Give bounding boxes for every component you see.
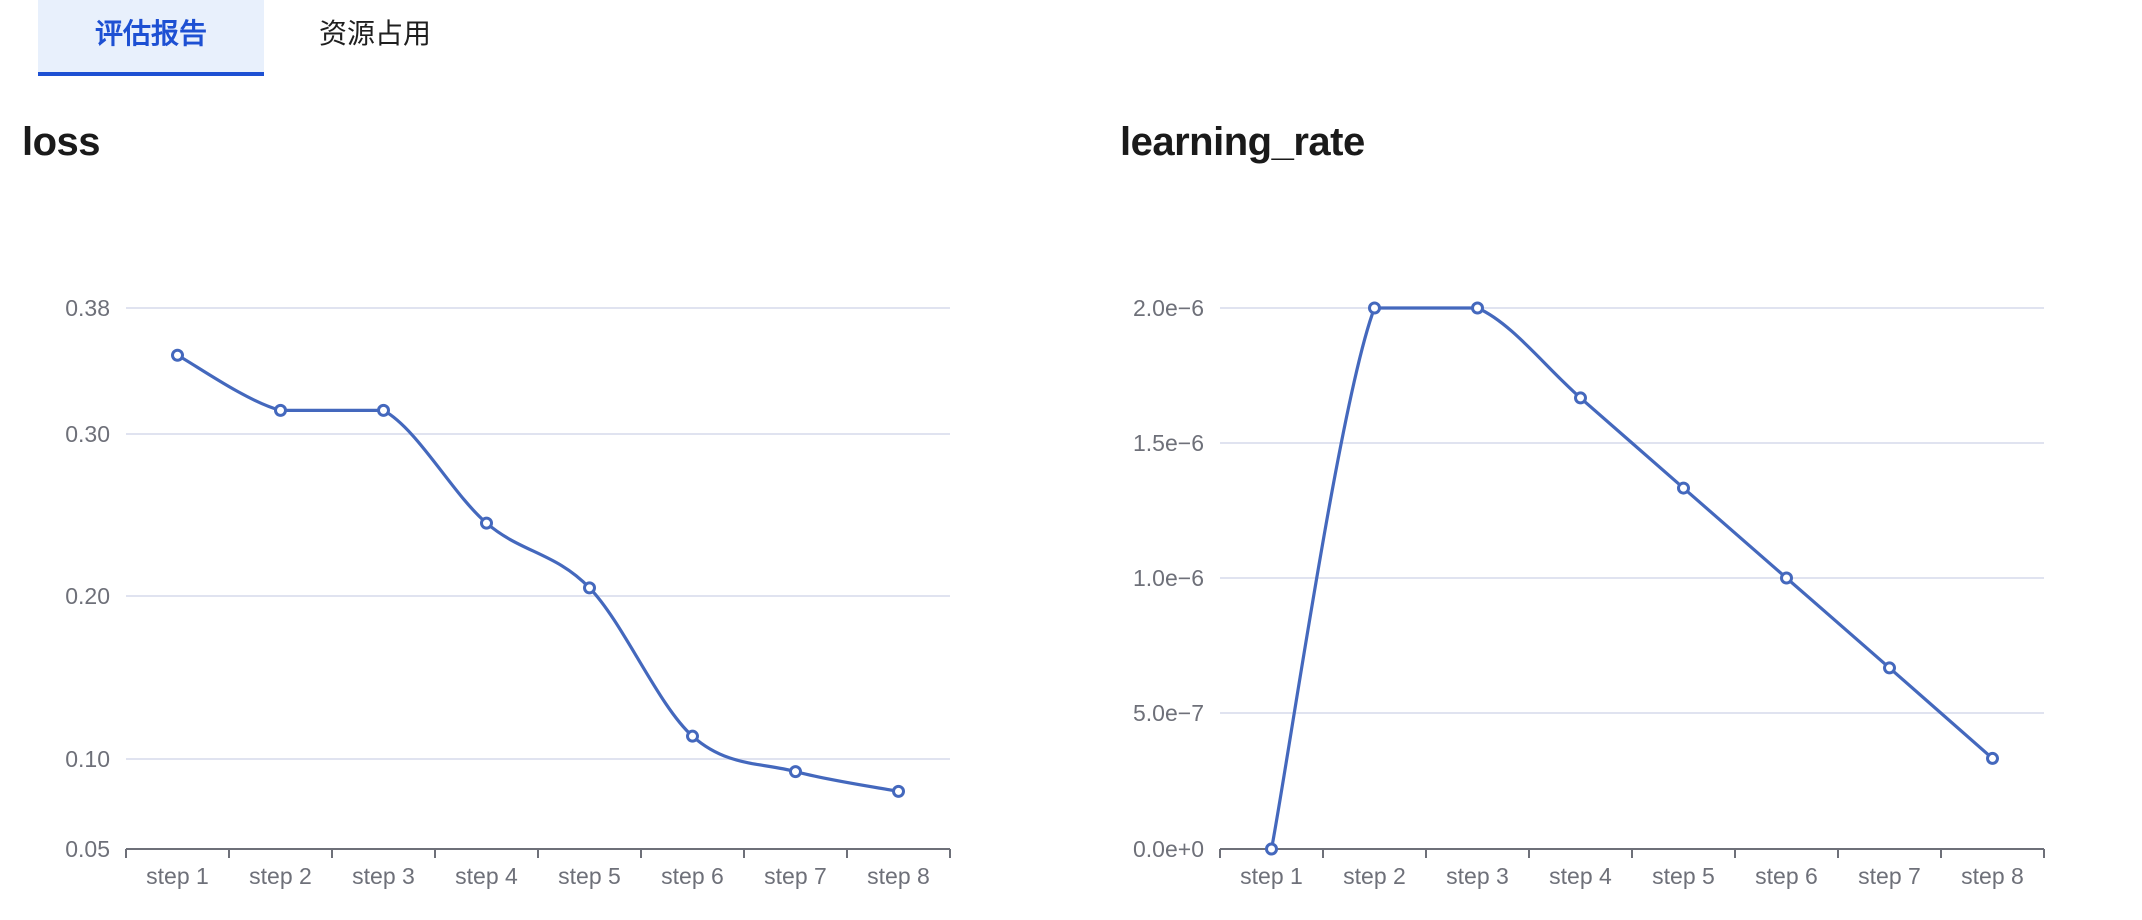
loss-data-point[interactable] bbox=[892, 784, 905, 798]
loss-data-point[interactable] bbox=[377, 403, 390, 417]
loss-x-tick-label: step 1 bbox=[146, 863, 209, 889]
loss-data-point[interactable] bbox=[274, 403, 287, 417]
loss-y-tick-label: 0.10 bbox=[65, 746, 110, 772]
loss-x-tick-label: step 2 bbox=[249, 863, 312, 889]
loss-x-tick-label: step 6 bbox=[661, 863, 724, 889]
loss-data-point[interactable] bbox=[789, 765, 802, 779]
tab-bar: 评估报告 资源占用 bbox=[0, 0, 2142, 76]
loss-data-point[interactable] bbox=[686, 729, 699, 743]
loss-x-tick-label: step 3 bbox=[352, 863, 415, 889]
tab-resource-usage[interactable]: 资源占用 bbox=[318, 18, 431, 49]
learning-rate-chart-title: learning_rate bbox=[1120, 120, 1365, 164]
loss-x-tick-label: step 5 bbox=[558, 863, 621, 889]
tab-evaluation-report[interactable]: 评估报告 bbox=[38, 0, 264, 76]
loss-x-tick-label: step 4 bbox=[455, 863, 518, 889]
loss-y-tick-label: 0.20 bbox=[65, 583, 110, 609]
loss-data-point[interactable] bbox=[171, 348, 184, 362]
loss-data-point[interactable] bbox=[583, 581, 596, 595]
loss-data-point[interactable] bbox=[480, 516, 493, 530]
loss-y-tick-label: 0.38 bbox=[65, 295, 110, 321]
loss-y-tick-label: 0.05 bbox=[65, 836, 110, 862]
loss-x-tick-label: step 8 bbox=[867, 863, 930, 889]
loss-chart-title: loss bbox=[22, 120, 101, 164]
loss-y-tick-label: 0.30 bbox=[65, 421, 110, 447]
loss-x-tick-label: step 7 bbox=[764, 863, 827, 889]
loss-series-line bbox=[175, 353, 901, 793]
